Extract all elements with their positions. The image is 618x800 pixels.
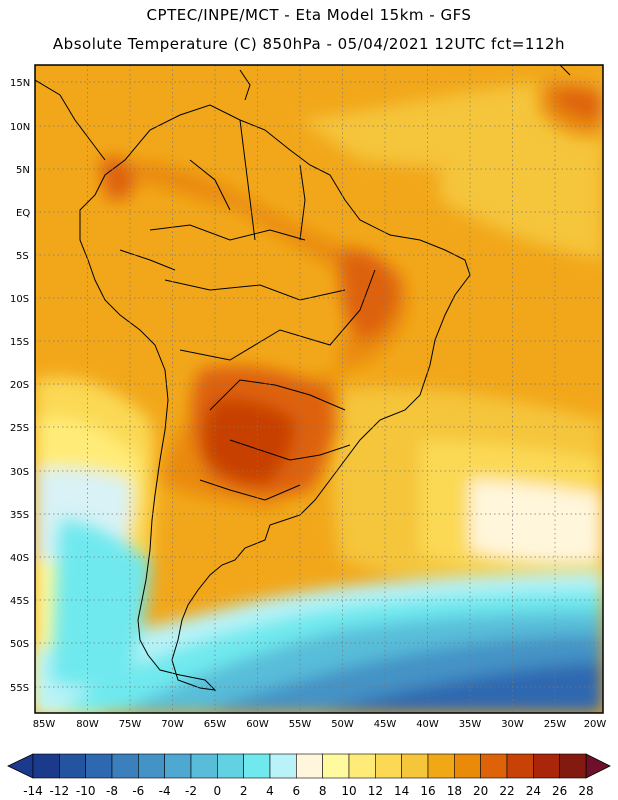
map-title: CPTEC/INPE/MCT - Eta Model 15km - GFS [146,6,472,24]
colorbar-label: -6 [132,784,144,798]
lat-label: 5S [16,251,29,262]
colorbar-swatch [32,753,60,779]
colorbar-label: 0 [214,784,222,798]
lat-label: 5N [16,165,30,176]
colorbar-swatch [480,753,508,779]
grid-lines [35,65,603,713]
lon-label: 20W [584,719,607,730]
colorbar-label: -4 [159,784,171,798]
colorbar-swatch [217,753,244,779]
colorbar-label: 8 [319,784,327,798]
colorbar-swatch [559,753,587,779]
colorbar-swatch [111,753,139,779]
lon-label: 60W [246,719,269,730]
lon-label: 30W [501,719,524,730]
lat-label: 20S [10,380,29,391]
colorbar-swatch [138,753,165,779]
lat-label: 50S [10,639,29,650]
colorbar-swatch [296,753,323,779]
lat-label: 15N [10,78,30,89]
lon-label: 35W [459,719,482,730]
colorbar-swatch [85,753,113,779]
lat-label: 35S [10,510,29,521]
map-subtitle: Absolute Temperature (C) 850hPa - 05/04/… [52,35,566,53]
lat-label: 40S [10,553,29,564]
colorbar-label: -10 [76,784,96,798]
colorbar-swatch [164,753,192,779]
lon-label: 80W [76,719,99,730]
colorbar-swatch [401,753,429,779]
lat-label: 25S [10,423,29,434]
lon-label: 70W [161,719,184,730]
lat-label: 55S [10,683,29,694]
colorbar-swatch [533,753,560,779]
colorbar-label: 2 [240,784,248,798]
colorbar-label: -12 [50,784,70,798]
colorbar-under-triangle [7,753,34,779]
lat-label: 10N [10,122,30,133]
colorbar-label: 12 [368,784,383,798]
colorbar-swatch [375,753,402,779]
colorbar-label: 10 [341,784,356,798]
lon-label: 25W [544,719,567,730]
colorbar: -14 -12 -10 -8 -6 -4 -2 0 2 4 6 8 10 12 14 16 18 20 22 24 26… [7,753,611,798]
colorbar-swatch [59,753,86,779]
colorbar-swatch [190,753,218,779]
colorbar-label: 28 [578,784,593,798]
map-frame [34,64,604,714]
lat-label: 45S [10,596,29,607]
colorbar-label: 6 [293,784,301,798]
colorbar-label: 26 [552,784,567,798]
lat-label: EQ [16,208,30,219]
colorbar-swatch [454,753,481,779]
latitude-axis: 15N 10N 5N EQ 5S 10S 15S 20S 25S 30S 35S… [10,78,30,694]
lon-label: 50W [331,719,354,730]
colorbar-label: 20 [473,784,488,798]
longitude-axis: 85W 80W 75W 70W 65W 60W 55W 50W 45W 40W … [33,719,607,730]
colorbar-swatch [427,753,455,779]
lon-label: 55W [289,719,312,730]
colorbar-label: -2 [185,784,197,798]
lat-label: 15S [10,337,29,348]
colorbar-swatch [348,753,376,779]
colorbar-label: -8 [106,784,118,798]
colorbar-label: 14 [394,784,409,798]
colorbar-swatch [243,753,271,779]
lat-label: 30S [10,467,29,478]
colorbar-label: 24 [526,784,541,798]
lon-label: 40W [416,719,439,730]
colorbar-label: 18 [447,784,462,798]
colorbar-swatch [269,753,297,779]
colorbar-swatch [506,753,534,779]
colorbar-label: -14 [23,784,43,798]
lon-label: 75W [119,719,142,730]
colorbar-over-triangle [585,753,611,779]
colorbar-label: 4 [266,784,274,798]
lon-label: 45W [374,719,397,730]
lat-label: 10S [10,294,29,305]
lon-label: 85W [33,719,56,730]
lon-label: 65W [204,719,227,730]
temperature-field [35,65,603,713]
colorbar-label: 16 [420,784,435,798]
colorbar-label: 22 [499,784,514,798]
colorbar-swatch [322,753,350,779]
